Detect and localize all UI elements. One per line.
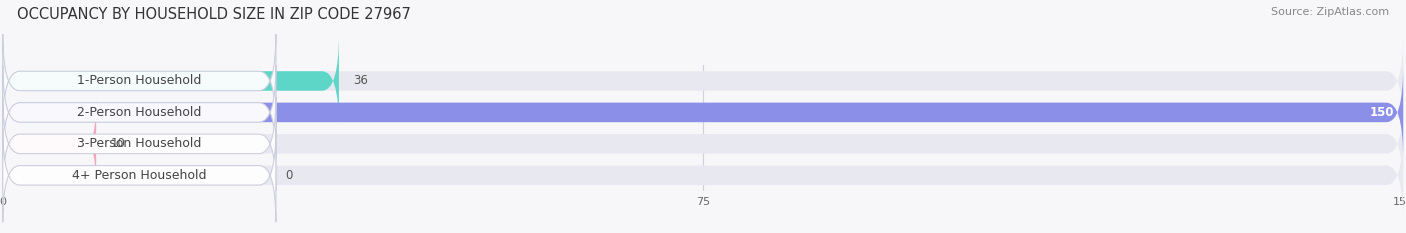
Text: 1-Person Household: 1-Person Household <box>77 75 201 87</box>
Text: 4+ Person Household: 4+ Person Household <box>72 169 207 182</box>
Text: 0: 0 <box>285 169 292 182</box>
Text: 2-Person Household: 2-Person Household <box>77 106 201 119</box>
FancyBboxPatch shape <box>3 128 1403 222</box>
Text: OCCUPANCY BY HOUSEHOLD SIZE IN ZIP CODE 27967: OCCUPANCY BY HOUSEHOLD SIZE IN ZIP CODE … <box>17 7 411 22</box>
Text: 150: 150 <box>1369 106 1393 119</box>
FancyBboxPatch shape <box>3 65 276 159</box>
FancyBboxPatch shape <box>3 34 1403 128</box>
FancyBboxPatch shape <box>3 65 1403 159</box>
FancyBboxPatch shape <box>3 34 276 128</box>
Text: 36: 36 <box>353 75 368 87</box>
FancyBboxPatch shape <box>3 65 1403 159</box>
FancyBboxPatch shape <box>3 34 339 128</box>
Text: 3-Person Household: 3-Person Household <box>77 137 201 150</box>
FancyBboxPatch shape <box>3 97 276 191</box>
FancyBboxPatch shape <box>3 128 276 222</box>
Text: Source: ZipAtlas.com: Source: ZipAtlas.com <box>1271 7 1389 17</box>
Text: 10: 10 <box>110 137 125 150</box>
FancyBboxPatch shape <box>3 97 1403 191</box>
FancyBboxPatch shape <box>3 97 96 191</box>
